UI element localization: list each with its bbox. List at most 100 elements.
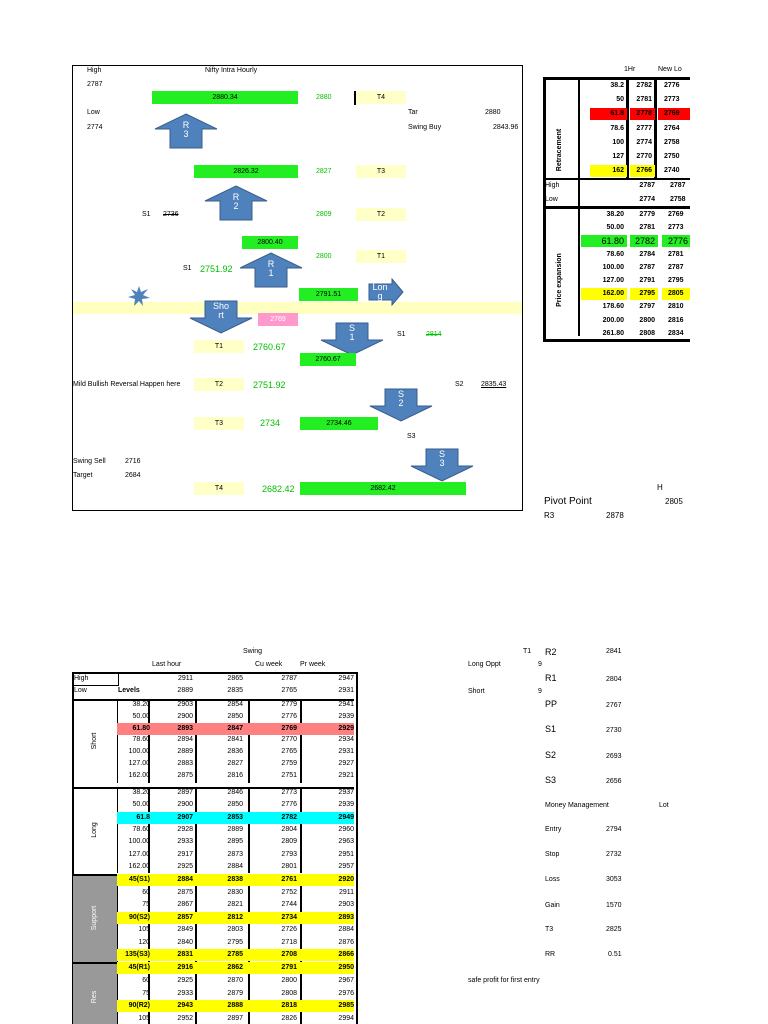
summary-text: 2693 <box>606 753 622 760</box>
cell-text: 2880 <box>485 109 501 116</box>
cell-text: 50.00 <box>132 712 150 720</box>
column-rule <box>300 962 302 1024</box>
cell-text: 2816 <box>227 771 243 779</box>
cell-text: 2803 <box>227 926 243 933</box>
cell-text: 2921 <box>338 771 354 779</box>
cell-text: 2884 <box>338 926 354 933</box>
cell-text: 2939 <box>338 801 354 809</box>
cell-text: 2791 <box>281 964 297 971</box>
cell-text: 2764 <box>664 124 680 132</box>
cell-text: 38.20 <box>132 701 150 708</box>
cell-text: 2814 <box>426 331 442 338</box>
header: Cu week <box>255 661 283 668</box>
level-bar: 2880.34 <box>152 91 298 104</box>
column-rule <box>300 699 302 783</box>
column-rule <box>117 787 118 873</box>
highlight <box>662 235 690 248</box>
cell-text: 60 <box>142 976 150 984</box>
cell-text: Low <box>74 687 87 694</box>
cell-text: 2928 <box>177 825 193 833</box>
cell-text: 162.00 <box>602 290 624 298</box>
level-bar: 2800.40 <box>242 236 298 249</box>
cell-text: 2734 <box>260 418 281 428</box>
cell-text: High <box>87 67 102 74</box>
summary-text: 2730 <box>606 727 622 734</box>
cell-text: 90(S2) <box>128 913 150 921</box>
cell-text: 38.20 <box>132 789 150 796</box>
cell-text: 105 <box>138 926 150 933</box>
column-rule <box>117 962 118 1024</box>
cell-text: 2766 <box>636 167 652 175</box>
summary-text: S2 <box>545 750 557 760</box>
target-cell: T3 <box>356 165 406 178</box>
summary-text: T3 <box>545 926 554 933</box>
cell-text: 2781 <box>636 96 652 104</box>
cell-text: 2777 <box>636 124 652 132</box>
cell-text: 2931 <box>338 748 354 756</box>
cell-text: 2809 <box>316 211 332 218</box>
cell-text: 2951 <box>338 850 354 858</box>
cell-text: 2916 <box>177 964 193 971</box>
column-rule <box>148 699 150 783</box>
cell-text: 2800 <box>316 253 332 260</box>
cell-text: 2774 <box>87 124 103 131</box>
highlight <box>581 235 627 248</box>
cell-text: 78.6 <box>610 124 624 132</box>
rule <box>654 77 657 178</box>
arrow-label: S 2 <box>397 389 404 408</box>
cell-text: 2801 <box>281 862 297 870</box>
right-clip <box>543 77 690 342</box>
group-cell <box>73 962 117 1024</box>
highlight <box>662 288 690 301</box>
cell-text: 2873 <box>227 850 243 858</box>
summary-text: 1570 <box>606 902 622 909</box>
cell-text: 2791 <box>639 277 655 284</box>
summary-text: Lot <box>659 802 669 809</box>
cell-text: 2787 <box>670 182 686 189</box>
cell-text: 2933 <box>177 989 193 997</box>
summary-text: Entry <box>545 826 562 833</box>
cell-text: 2960 <box>338 825 354 833</box>
arrow <box>410 448 474 482</box>
cell-text: 2781 <box>668 250 684 258</box>
cell-text: 2900 <box>177 801 193 809</box>
cell-text: 38.20 <box>606 211 624 218</box>
cell-text: S1 <box>142 211 151 218</box>
group-frame <box>73 787 354 875</box>
cell-text: 2805 <box>668 290 684 298</box>
summary-text: 0.51 <box>608 951 622 958</box>
cell-text: 2850 <box>227 801 243 809</box>
summary-text: 9 <box>538 661 542 668</box>
highlight <box>117 1000 354 1013</box>
cell-text: 162.00 <box>128 862 150 870</box>
cell-text: 2897 <box>177 789 193 796</box>
cell-text: 2917 <box>177 850 193 858</box>
arrow <box>189 300 253 334</box>
cell-text: 2782 <box>634 236 655 247</box>
cell-text: 2853 <box>227 813 243 821</box>
cell-text: 2787 <box>668 263 684 271</box>
summary-text: Stop <box>545 851 560 858</box>
cell-text: S1 <box>397 331 406 338</box>
arrow-label: R 3 <box>182 120 190 139</box>
cell-text: 2827 <box>316 168 332 175</box>
cell-text: 2784 <box>639 250 655 258</box>
column-rule <box>248 699 250 783</box>
cell-text: 2758 <box>670 196 686 203</box>
summary-text: Loss <box>545 876 560 883</box>
cell-text: 2759 <box>281 760 297 767</box>
level-bar: 2791.51 <box>299 288 358 301</box>
cell-text: 127 <box>612 153 624 160</box>
cell-text: 2927 <box>338 760 354 767</box>
cell-text: 2939 <box>338 712 354 720</box>
cell-text: 2793 <box>281 850 297 858</box>
cell-text: 2903 <box>177 701 193 708</box>
cell-text: 78.60 <box>132 736 150 744</box>
cell-text: 2778 <box>636 110 652 118</box>
cell-text: 2834 <box>668 329 684 337</box>
cell-text: 2726 <box>281 926 297 933</box>
cell-text: 2816 <box>668 316 684 324</box>
arrow <box>154 113 218 149</box>
cell-text: 2740 <box>664 167 680 175</box>
